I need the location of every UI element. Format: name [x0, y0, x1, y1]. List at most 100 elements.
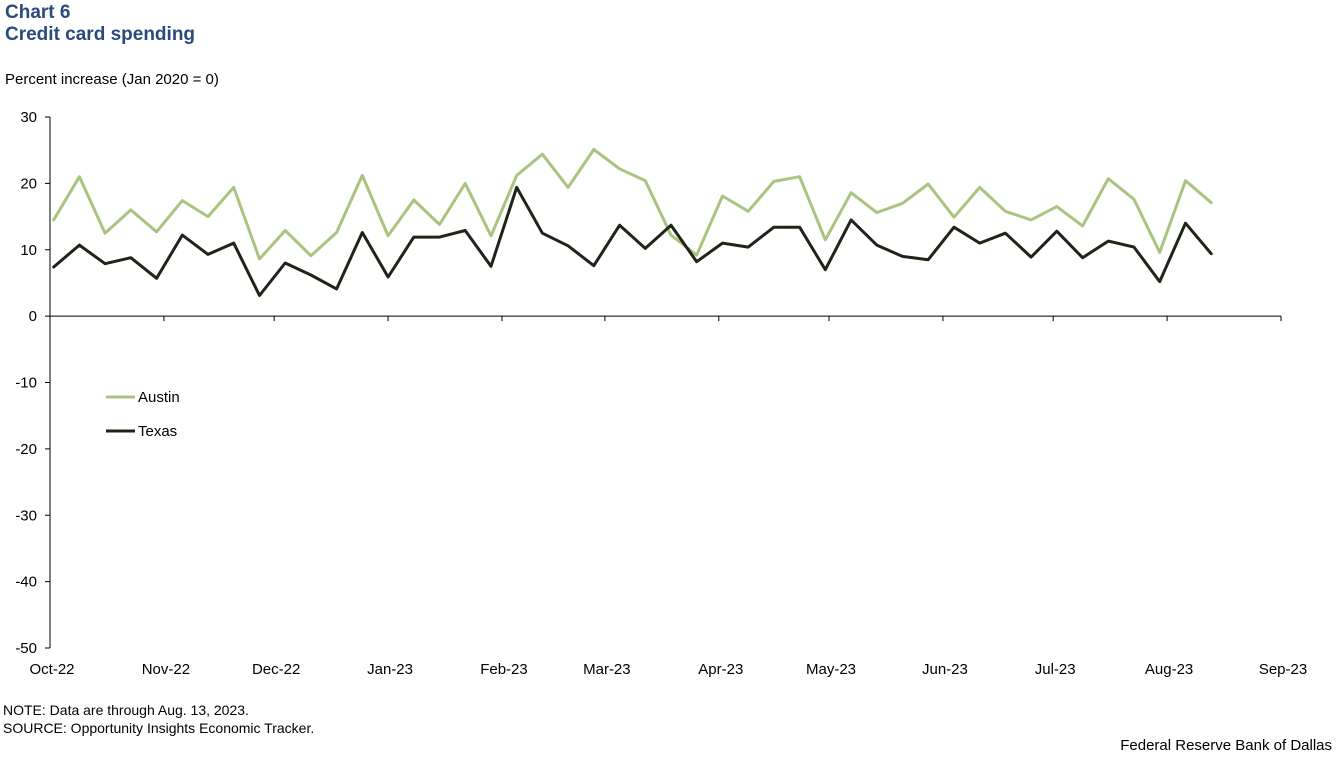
legend-label-austin: Austin [138, 389, 180, 406]
y-axis-label: Percent increase (Jan 2020 = 0) [5, 71, 219, 88]
data-point-texas [1158, 280, 1162, 284]
data-point-austin [232, 185, 236, 189]
data-point-texas [592, 264, 596, 268]
data-point-austin [515, 173, 519, 177]
y-tick-label: -30 [15, 507, 37, 524]
x-tick-label: Feb-23 [480, 661, 528, 678]
data-point-texas [103, 262, 107, 266]
data-point-texas [129, 256, 133, 260]
series-line-texas [52, 185, 1213, 297]
data-point-austin [669, 233, 673, 237]
data-point-austin [618, 167, 622, 171]
data-point-austin [592, 148, 596, 152]
y-tick-label: -10 [15, 375, 37, 392]
series-lines [52, 148, 1213, 298]
data-point-texas [52, 265, 56, 269]
x-tick-label: Jun-23 [922, 661, 968, 678]
data-point-austin [540, 152, 544, 156]
data-point-texas [283, 261, 287, 265]
data-point-texas [489, 264, 493, 268]
data-point-austin [309, 254, 313, 258]
y-tick-label: 30 [20, 109, 37, 126]
data-point-texas [180, 233, 184, 237]
data-point-austin [386, 234, 390, 238]
data-point-texas [875, 243, 879, 247]
data-point-austin [643, 179, 647, 183]
x-axis: Oct-22 Nov-22 Dec-22 Jan-23 Feb-23 Mar-23 Apr-… [29, 315, 1307, 678]
legend: Austin Texas [106, 389, 180, 440]
data-point-texas [720, 241, 724, 245]
chart-title: Credit card spending [5, 24, 196, 45]
data-point-texas [1106, 239, 1110, 243]
chart-credit: Federal Reserve Bank of Dallas [1120, 737, 1332, 754]
chart-note: NOTE: Data are through Aug. 13, 2023. [3, 702, 249, 718]
data-point-texas [386, 275, 390, 279]
data-point-austin [1132, 197, 1136, 201]
x-tick-label: Aug-23 [1145, 661, 1193, 678]
data-point-austin [335, 230, 339, 234]
data-point-austin [720, 194, 724, 198]
data-point-texas [798, 225, 802, 229]
data-point-texas [155, 276, 159, 280]
data-point-austin [1029, 218, 1033, 222]
data-point-austin [695, 253, 699, 257]
data-point-texas [618, 223, 622, 227]
data-point-texas [1209, 252, 1213, 256]
data-point-texas [438, 235, 442, 239]
data-point-texas [823, 268, 827, 272]
data-point-texas [232, 241, 236, 245]
data-point-austin [746, 209, 750, 213]
data-point-austin [1081, 224, 1085, 228]
data-point-austin [849, 191, 853, 195]
data-point-austin [1209, 201, 1213, 205]
data-point-austin [463, 181, 467, 185]
x-tick-label: Oct-22 [29, 661, 74, 678]
chart-number: Chart 6 [5, 2, 71, 23]
data-point-texas [1003, 231, 1007, 235]
data-point-austin [1003, 209, 1007, 213]
data-point-austin [875, 211, 879, 215]
data-point-austin [952, 215, 956, 219]
x-tick-label: May-23 [806, 661, 856, 678]
data-point-texas [1081, 256, 1085, 260]
data-point-austin [412, 198, 416, 202]
data-point-austin [360, 173, 364, 177]
legend-label-texas: Texas [138, 423, 177, 440]
x-tick-label: Sep-23 [1259, 661, 1307, 678]
data-point-austin [103, 231, 107, 235]
x-tick-label: Nov-22 [142, 661, 190, 678]
data-point-texas [309, 273, 313, 277]
data-point-texas [952, 225, 956, 229]
data-point-austin [1183, 179, 1187, 183]
y-tick-label: -20 [15, 441, 37, 458]
y-tick-label: -40 [15, 574, 37, 591]
data-point-austin [901, 201, 905, 205]
data-point-austin [257, 257, 261, 261]
data-point-austin [52, 218, 56, 222]
data-point-austin [1158, 250, 1162, 254]
data-point-austin [566, 185, 570, 189]
chart-source: SOURCE: Opportunity Insights Economic Tr… [3, 720, 315, 736]
data-point-texas [360, 230, 364, 234]
data-point-texas [746, 245, 750, 249]
x-tick-label: Apr-23 [698, 661, 743, 678]
x-tick-label: Jan-23 [367, 661, 413, 678]
data-point-austin [1055, 205, 1059, 209]
y-axis: 30 20 10 0 -10 -20 -30 -40 -50 [15, 109, 51, 657]
data-point-austin [438, 223, 442, 227]
data-point-texas [978, 241, 982, 245]
y-tick-label: 10 [20, 242, 37, 259]
x-tick-label: Jul-23 [1035, 661, 1076, 678]
data-point-austin [798, 175, 802, 179]
data-point-austin [823, 238, 827, 242]
data-point-texas [849, 218, 853, 222]
data-point-austin [206, 215, 210, 219]
data-point-texas [335, 287, 339, 291]
data-point-texas [77, 243, 81, 247]
data-point-texas [772, 225, 776, 229]
y-tick-label: 20 [20, 175, 37, 192]
x-tick-label: Mar-23 [583, 661, 631, 678]
data-point-austin [129, 208, 133, 212]
data-point-texas [257, 294, 261, 298]
